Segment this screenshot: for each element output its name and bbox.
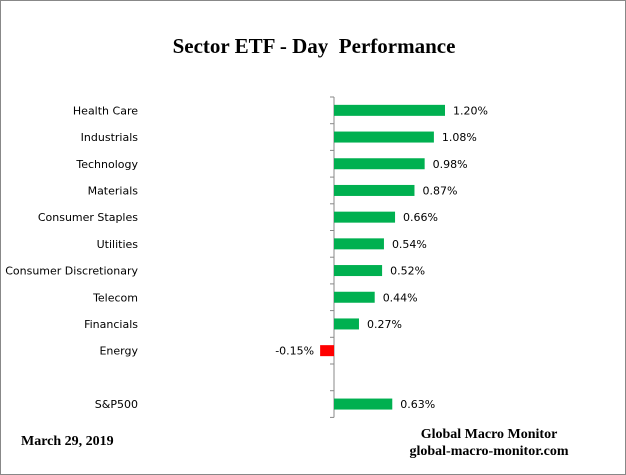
chart-title: Sector ETF - Day Performance bbox=[172, 34, 456, 58]
category-label: Health Care bbox=[73, 104, 138, 117]
bar bbox=[334, 238, 384, 250]
category-label: Technology bbox=[75, 158, 138, 171]
category-label: Financials bbox=[84, 318, 138, 331]
data-label: 0.87% bbox=[422, 184, 457, 197]
data-label: 0.98% bbox=[433, 158, 468, 171]
category-label: Energy bbox=[99, 345, 138, 358]
bar bbox=[334, 211, 396, 223]
data-label: -0.15% bbox=[275, 345, 314, 358]
bar bbox=[334, 398, 393, 410]
category-label: Materials bbox=[88, 184, 139, 197]
category-label: Consumer Staples bbox=[38, 211, 138, 224]
source-url: global-macro-monitor.com bbox=[409, 444, 569, 459]
category-label: Consumer Discretionary bbox=[5, 265, 138, 278]
data-label: 0.54% bbox=[392, 238, 427, 251]
bar bbox=[334, 184, 415, 196]
bar bbox=[320, 345, 334, 357]
bar bbox=[334, 104, 445, 116]
category-label: Utilities bbox=[97, 238, 139, 251]
data-label: 0.27% bbox=[367, 318, 402, 331]
bar bbox=[334, 131, 434, 143]
bar bbox=[334, 291, 375, 303]
data-label: 0.44% bbox=[383, 291, 418, 304]
source-name: Global Macro Monitor bbox=[420, 427, 558, 442]
category-label: Industrials bbox=[81, 131, 139, 144]
data-label: 0.52% bbox=[390, 265, 425, 278]
bar bbox=[334, 158, 425, 170]
data-label: 0.63% bbox=[400, 398, 435, 411]
category-label: S&P500 bbox=[95, 398, 138, 411]
chart-date: March 29, 2019 bbox=[21, 434, 114, 449]
category-label: Telecom bbox=[92, 291, 138, 304]
data-label: 1.20% bbox=[453, 104, 488, 117]
bar bbox=[334, 265, 383, 277]
bar bbox=[334, 318, 359, 330]
data-label: 1.08% bbox=[442, 131, 477, 144]
data-label: 0.66% bbox=[403, 211, 438, 224]
